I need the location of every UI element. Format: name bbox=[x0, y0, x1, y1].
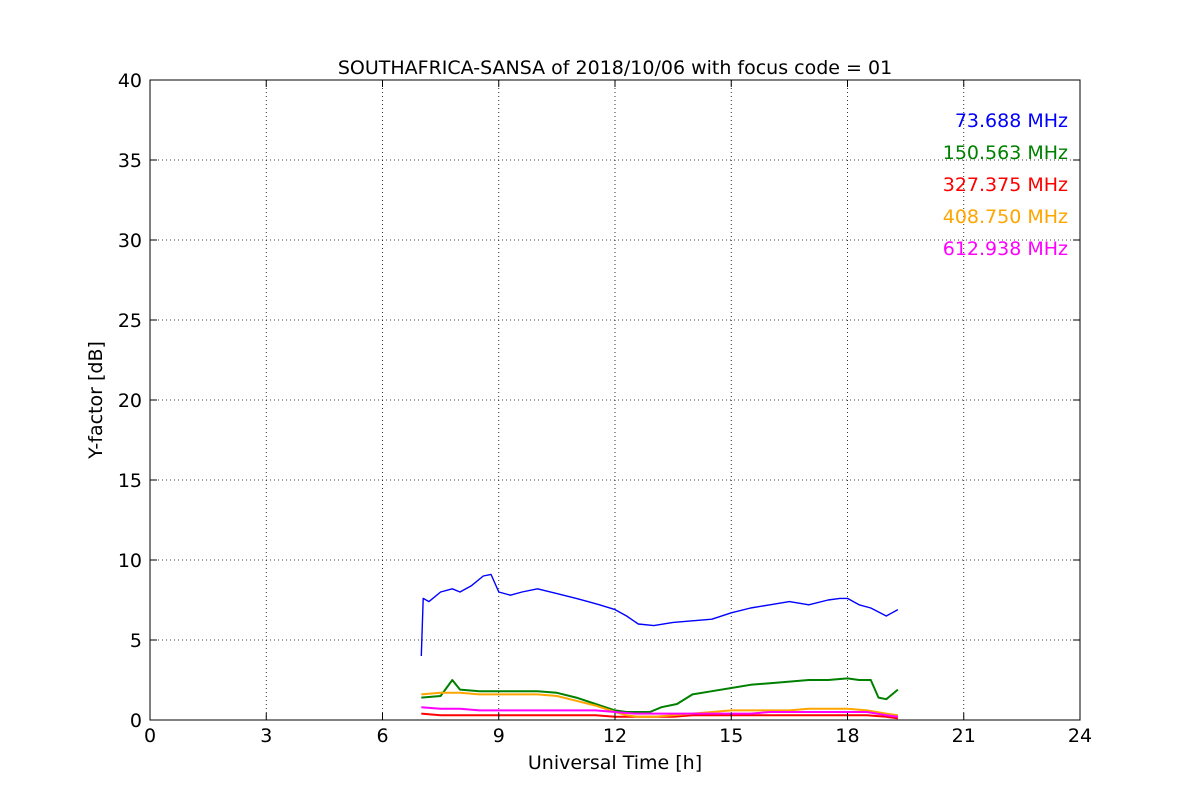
legend-entry-1: 73.688 MHz bbox=[955, 110, 1068, 132]
series-line-2 bbox=[421, 677, 899, 713]
series-line-4 bbox=[421, 691, 899, 718]
chart-title: SOUTHAFRICA-SANSA of 2018/10/06 with foc… bbox=[338, 57, 892, 79]
legend-entry-3: 327.375 MHz bbox=[943, 174, 1068, 196]
x-tick-label: 18 bbox=[835, 725, 859, 747]
y-tick-label: 10 bbox=[118, 550, 142, 572]
y-tick-label: 15 bbox=[118, 470, 142, 492]
x-tick-label: 9 bbox=[493, 725, 505, 747]
y-tick-label: 40 bbox=[118, 70, 142, 92]
legend-entry-5: 612.938 MHz bbox=[943, 238, 1068, 260]
y-axis-label: Y-factor [dB] bbox=[85, 341, 107, 460]
x-tick-label: 0 bbox=[144, 725, 156, 747]
grid-lines bbox=[149, 79, 1081, 721]
legend-entry-2: 150.563 MHz bbox=[943, 142, 1068, 164]
y-tick-label: 35 bbox=[118, 150, 142, 172]
x-tick-label: 21 bbox=[952, 725, 976, 747]
x-tick-label: 12 bbox=[603, 725, 627, 747]
y-tick-label: 30 bbox=[118, 230, 142, 252]
y-tick-label: 25 bbox=[118, 310, 142, 332]
x-tick-label: 6 bbox=[376, 725, 388, 747]
series-line-5 bbox=[421, 706, 899, 718]
x-axis-label: Universal Time [h] bbox=[528, 752, 702, 774]
legend-entry-4: 408.750 MHz bbox=[943, 206, 1068, 228]
legend: 73.688 MHz 150.563 MHz 327.375 MHz 408.750 … bbox=[943, 110, 1068, 260]
x-tick-label: 15 bbox=[719, 725, 743, 747]
x-tick-label: 24 bbox=[1068, 725, 1092, 747]
data-series bbox=[420, 573, 899, 720]
y-tick-label: 0 bbox=[130, 710, 142, 732]
y-tick-label: 20 bbox=[118, 390, 142, 412]
series-line-1 bbox=[420, 573, 899, 657]
x-tick-label: 3 bbox=[260, 725, 272, 747]
axis-ticks: 0 3 6 9 12 15 18 21 24 0 5 10 15 20 25 30 35 40 bbox=[118, 70, 1092, 747]
y-tick-label: 5 bbox=[130, 630, 142, 652]
